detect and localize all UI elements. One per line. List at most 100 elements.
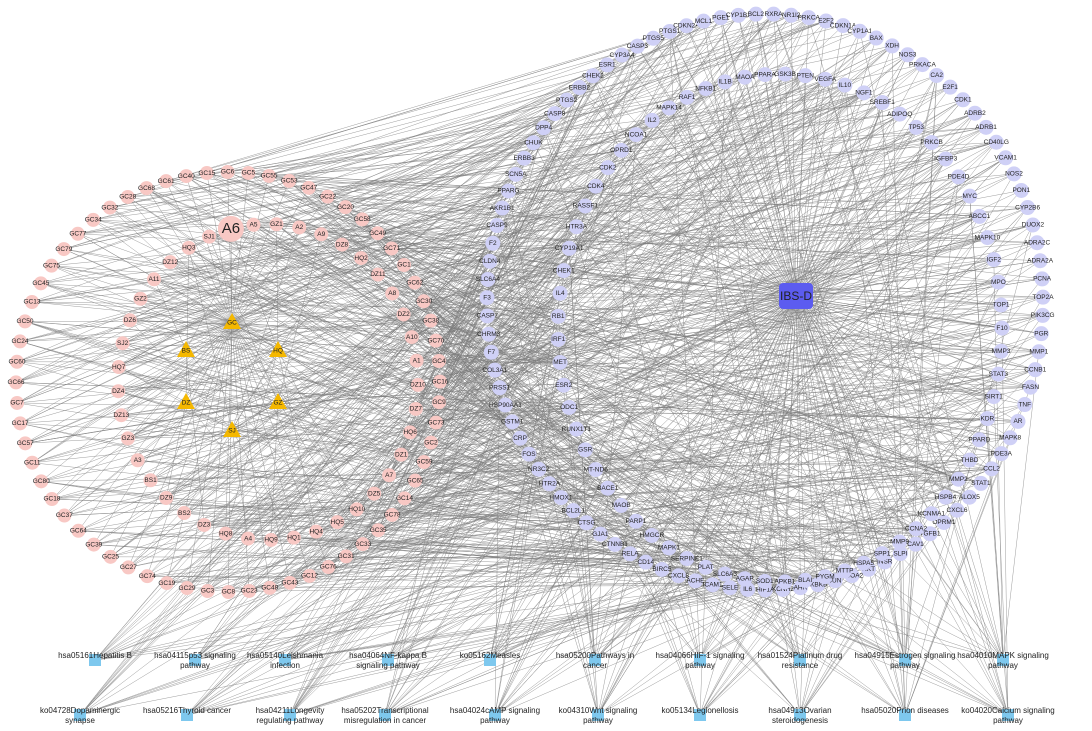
edge <box>795 75 937 297</box>
edge <box>209 236 980 441</box>
edge <box>795 295 959 480</box>
node-label: ADRA2A <box>1027 257 1054 264</box>
node <box>971 208 987 224</box>
node <box>403 425 418 440</box>
node <box>797 68 813 84</box>
edge <box>137 224 1033 461</box>
node <box>18 314 33 329</box>
edge <box>494 541 900 716</box>
node-label: ESR1 <box>599 62 616 69</box>
node <box>971 432 987 448</box>
edge <box>269 195 970 589</box>
node-label: DZ2 <box>397 311 410 318</box>
node-label: CASP7 <box>477 313 499 320</box>
edge <box>508 190 596 661</box>
edge <box>79 369 1036 716</box>
edge <box>1002 351 1040 661</box>
edge <box>127 88 706 439</box>
edge <box>299 227 845 572</box>
node <box>722 580 738 596</box>
node <box>1035 289 1051 305</box>
edge <box>705 295 797 568</box>
edge <box>686 25 1004 661</box>
edge <box>79 158 525 716</box>
edge <box>184 512 745 580</box>
edge <box>166 97 688 182</box>
node-label: GC17 <box>12 420 29 427</box>
edge <box>576 295 797 430</box>
node <box>338 200 353 215</box>
node <box>10 395 25 410</box>
edge <box>94 31 670 661</box>
node-label: GC39 <box>85 541 102 548</box>
node-label: CASP3 <box>627 43 649 50</box>
node-label: CDKN1A <box>830 22 857 29</box>
edge <box>724 81 797 297</box>
edge <box>186 547 670 716</box>
node <box>1023 379 1039 395</box>
node <box>1017 397 1033 413</box>
node-label: GSTM1 <box>501 419 524 426</box>
edge <box>63 248 806 581</box>
edge <box>795 295 946 498</box>
node-label: A10 <box>406 334 418 341</box>
edge <box>321 45 638 235</box>
edge <box>799 75 937 716</box>
node <box>25 455 40 470</box>
node <box>508 166 524 182</box>
edge <box>438 112 976 362</box>
node-label: MET <box>553 359 567 366</box>
edge <box>795 295 1002 306</box>
edge <box>186 175 637 522</box>
node <box>757 67 773 83</box>
node-label: CDK2 <box>599 164 617 171</box>
node-label: GC76 <box>320 564 337 571</box>
node-label: GC22 <box>319 193 336 200</box>
node <box>429 415 444 430</box>
edge <box>341 75 594 245</box>
node-label: ERBB2 <box>569 84 591 91</box>
edge <box>289 581 765 716</box>
node <box>962 452 978 468</box>
node <box>717 566 733 582</box>
edge <box>129 17 721 321</box>
edge <box>720 17 801 716</box>
node-label: BACE1 <box>597 485 619 492</box>
edge <box>699 216 980 716</box>
edge <box>515 174 797 297</box>
node <box>705 577 721 593</box>
edge <box>799 421 1019 716</box>
edge <box>127 75 806 439</box>
edge <box>206 172 559 317</box>
node <box>748 6 764 22</box>
pathway-node <box>794 709 806 721</box>
node <box>730 7 746 23</box>
edge <box>147 575 713 586</box>
edge <box>79 535 652 716</box>
node <box>607 536 623 552</box>
edge <box>795 176 959 297</box>
edge <box>308 187 853 576</box>
edge <box>184 186 596 514</box>
edge <box>563 270 797 297</box>
edge <box>795 75 806 297</box>
node-label: MCL1 <box>695 18 713 25</box>
edge <box>284 533 601 661</box>
pathway-label: hsa04115p53 signaling pathway <box>154 651 236 670</box>
node-label: GC68 <box>138 185 155 192</box>
node <box>199 166 214 181</box>
node <box>801 10 817 26</box>
node <box>552 285 568 301</box>
edge <box>387 421 513 661</box>
node <box>924 134 940 150</box>
node <box>553 490 569 506</box>
node <box>111 360 126 375</box>
node <box>994 320 1010 336</box>
node <box>550 331 566 347</box>
node-label: GC57 <box>17 440 34 447</box>
edge <box>669 31 797 297</box>
edge <box>384 127 544 716</box>
node <box>321 560 336 575</box>
edge <box>186 195 970 716</box>
node-label: GC3 <box>201 588 215 595</box>
